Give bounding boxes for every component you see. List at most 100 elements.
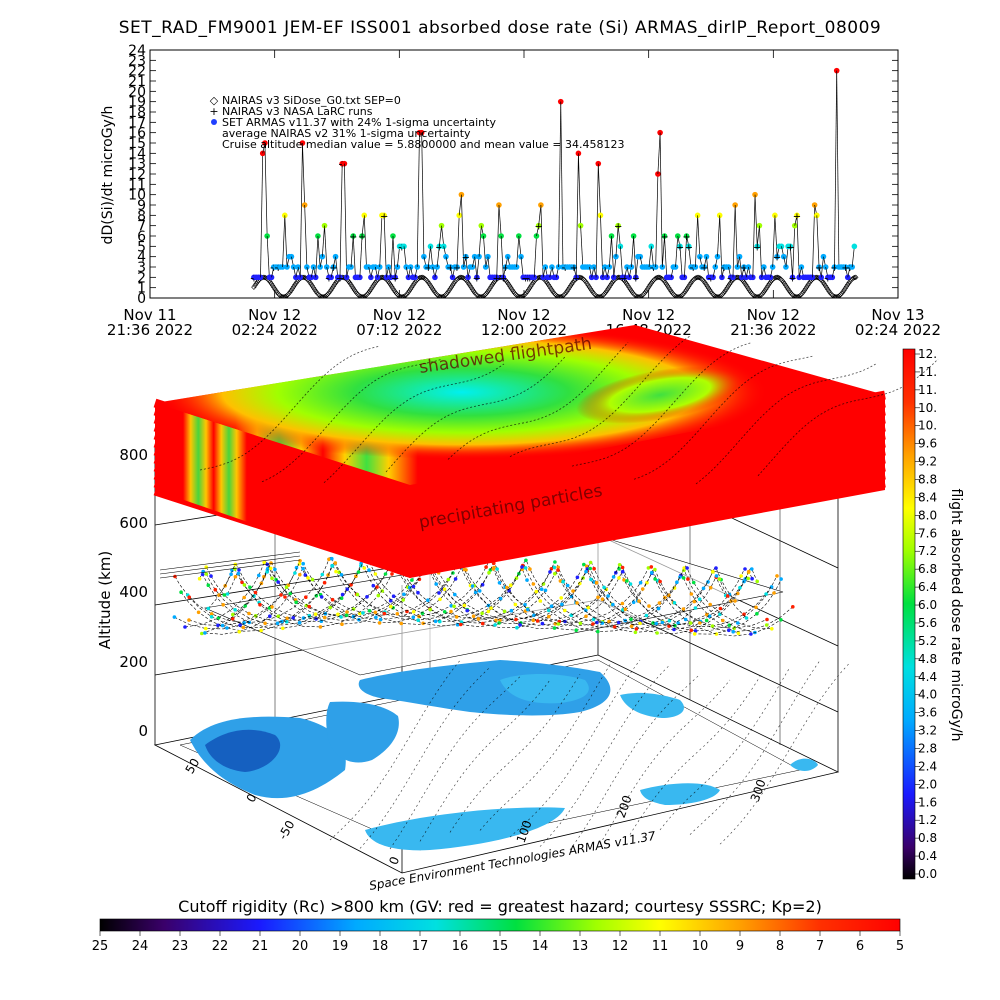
nairas-point [350, 285, 356, 291]
orbit-dose-point [449, 609, 453, 614]
rigidity-colorbar-tick-label: 16 [452, 939, 469, 954]
nairas-point [349, 283, 355, 290]
orbit-dose-point [524, 558, 528, 563]
y-tick-label: 7 [137, 219, 146, 235]
armas-line [361, 215, 365, 237]
shadow-track [571, 342, 753, 467]
nairas-point [745, 285, 751, 292]
orbit-dose-point [340, 622, 344, 626]
armas-point [357, 274, 363, 281]
armas-point [368, 274, 374, 281]
orbit-dose-point [378, 617, 383, 622]
orbit-dose-point [373, 572, 378, 576]
orbit-dose-point [209, 612, 214, 616]
orbit-dose-point [337, 570, 341, 574]
armas-line [834, 70, 838, 268]
orbit-dose-point [330, 564, 335, 568]
orbit-dose-point [230, 616, 235, 621]
armas-line [363, 215, 367, 268]
armas-line [774, 215, 778, 257]
orbit-dose-point [672, 601, 677, 605]
nairas-point [702, 280, 708, 286]
nairas-point [290, 284, 297, 290]
dose-colorbar-tick-label: 6.4 [918, 580, 937, 594]
orbit-dose-point [600, 597, 605, 601]
nairas-point [584, 280, 590, 287]
orbit-dose-point [681, 576, 686, 580]
nairas-point [427, 282, 434, 289]
shadow-track [385, 355, 567, 473]
nairas-point [328, 287, 334, 293]
orbit-dose-point [270, 576, 274, 581]
orbit-dose-point [442, 587, 447, 591]
dose-colorbar-tick-label: 1.2 [918, 813, 937, 827]
orbit-dose-point [298, 559, 302, 563]
nairas-point [653, 275, 659, 281]
continent-americas-shade [205, 729, 281, 772]
x-tick-label-time: 12:00 2022 [481, 321, 567, 339]
y-tick-label: 10 [128, 188, 146, 204]
nairas-point [676, 294, 683, 298]
armas-line [578, 153, 581, 226]
armas-line [655, 173, 659, 268]
nairas-point [647, 282, 653, 288]
nairas-point [321, 294, 327, 298]
orbit-dose-point [707, 614, 712, 618]
dose-colorbar-tick-label: 4.0 [918, 688, 937, 702]
dose-colorbar-tick-label: 1.6 [918, 795, 937, 809]
armas-line [620, 246, 623, 278]
orbit-dose-point [273, 567, 277, 572]
rigidity-colorbar-tick-label: 22 [212, 939, 229, 954]
y-tick-label: 4 [137, 250, 146, 266]
rigidity-colorbar-ticks: 25 24 23 22 21 20 19 18 17 16 15 14 13 12 11 10 9 8 7 6 5 [92, 931, 904, 954]
orbit-dose-point [569, 594, 574, 599]
floor-x-tick-label: 0 [386, 855, 402, 867]
orbit-dose-point [565, 583, 570, 588]
orbit-dose-point [297, 620, 302, 625]
orbit-dose-point [362, 566, 367, 570]
nairas-point [701, 278, 707, 284]
orbit-dose-point [765, 617, 769, 622]
armas-line [538, 204, 542, 226]
orbit-dose-point [480, 611, 484, 616]
orbit-dose-point [606, 594, 610, 598]
orbit-dose-point [371, 583, 376, 588]
orbit-dose-point [304, 595, 308, 599]
dose-colorbar-tick-label: 11. [918, 365, 937, 379]
nairas-point [311, 286, 318, 293]
armas-line [851, 246, 855, 268]
armas-point [621, 274, 628, 281]
armas-point [383, 274, 390, 281]
larc-cross: + [534, 222, 542, 233]
orbit-dose-point [582, 562, 586, 567]
nairas-point [489, 282, 496, 288]
orbit-dose-point [647, 604, 651, 608]
nairas-point [761, 288, 768, 294]
nairas-point [348, 281, 354, 288]
armas-line [695, 215, 698, 268]
rigidity-colorbar-tick-label: 6 [856, 939, 864, 954]
orbit-dose-point [693, 606, 698, 610]
nairas-point [352, 288, 359, 295]
orbit-dose-point [657, 601, 662, 605]
altitude-axis-label: Altitude (km) [96, 551, 114, 649]
orbit-dose-point [284, 620, 289, 624]
dose-rate-panel: 0123456789101112131415161718192021222324… [100, 43, 941, 339]
orbit-dose-point [265, 570, 269, 574]
orbit-dose-point [243, 604, 247, 608]
nairas-point [842, 285, 848, 292]
x-tick-label-time: 07:12 2022 [356, 321, 442, 339]
orbit-dose-point [750, 567, 754, 571]
rigidity-colorbar-tick-label: 9 [736, 939, 744, 954]
orbit-dose-point [480, 621, 485, 626]
nairas-point [351, 287, 358, 293]
orbit-dose-point [531, 618, 536, 623]
orbit-dose-point [402, 592, 406, 597]
rigidity-colorbar-tick-label: 11 [652, 939, 669, 954]
nairas-point [545, 282, 552, 288]
armas-line [631, 235, 634, 268]
nairas-point [707, 287, 713, 293]
shadow-track [323, 363, 505, 483]
nairas-point [715, 294, 721, 298]
nairas-point [566, 284, 573, 291]
